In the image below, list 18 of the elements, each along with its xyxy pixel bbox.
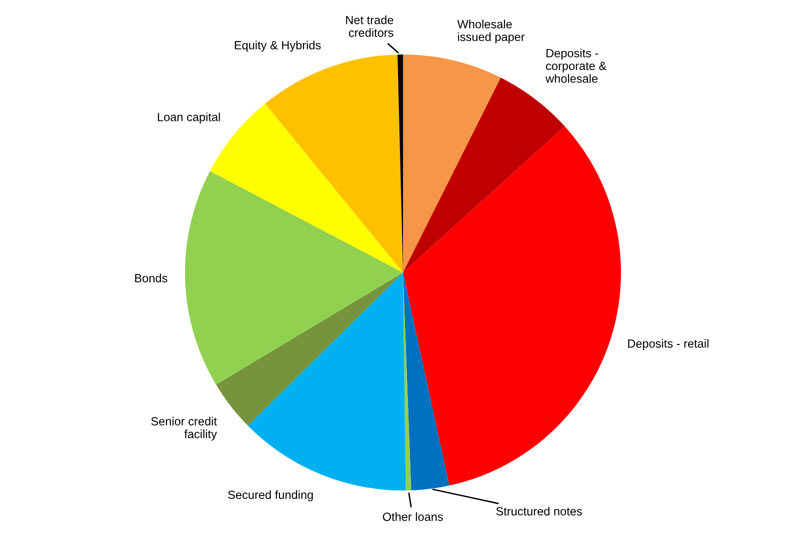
slice-label: Bonds xyxy=(135,274,168,282)
slice-label: Deposits - corporate & wholesale xyxy=(546,48,606,83)
pie-slice xyxy=(248,272,406,490)
slice-label: Wholesale issued paper xyxy=(457,20,525,44)
pie-slice xyxy=(403,54,501,272)
pie-slice xyxy=(403,272,450,490)
pie-slice xyxy=(185,171,403,385)
slice-label: Secured funding xyxy=(228,490,313,502)
pie-slice xyxy=(403,126,621,486)
slice-label: Senior credit facility xyxy=(151,416,217,441)
slice-label: Structured notes xyxy=(496,506,582,516)
slice-label: Net trade creditors xyxy=(346,16,394,37)
slice-label: Equity & Hybrids xyxy=(234,40,321,52)
slice-label: Other loans xyxy=(382,512,443,521)
slice-label: Loan capital xyxy=(158,112,220,124)
slice-label: Deposits - retail xyxy=(628,339,708,350)
pie-slice xyxy=(265,54,403,272)
pie-slice xyxy=(216,272,403,426)
